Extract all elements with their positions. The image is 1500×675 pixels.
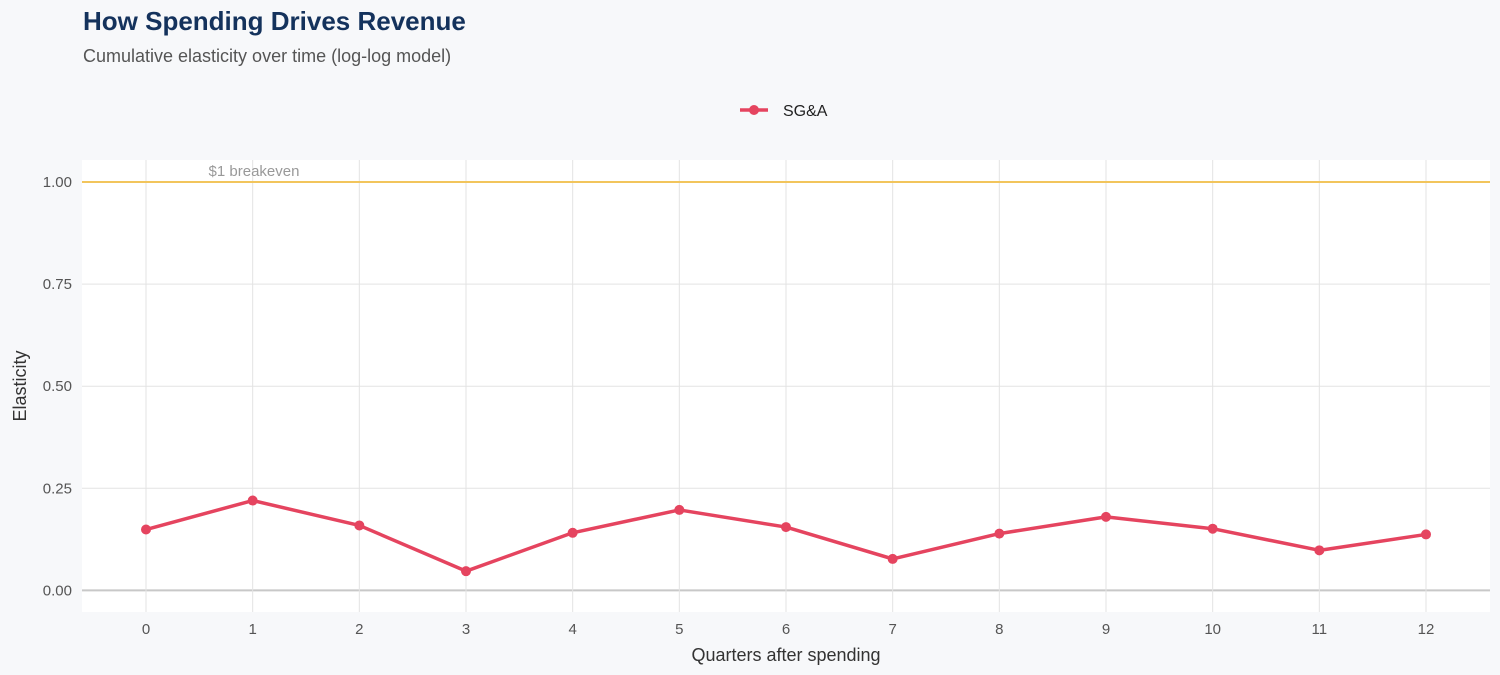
x-tick-label: 5 [675,621,683,638]
data-point [354,520,365,531]
x-tick-label: 10 [1204,621,1221,638]
x-tick-label: 6 [782,621,790,638]
y-tick-label: 0.25 [43,480,72,497]
data-point [461,566,471,577]
data-point [1421,529,1431,540]
x-tick-label: 0 [142,621,150,638]
data-point [141,524,151,535]
breakeven-label: $1 breakeven [209,163,300,180]
x-tick-label: 2 [355,621,363,638]
x-axis-label: Quarters after spending [691,645,880,665]
data-point [1207,523,1218,534]
chart-subtitle: Cumulative elasticity over time (log-log… [83,46,452,66]
x-tick-label: 11 [1312,621,1328,638]
x-tick-label: 1 [248,621,256,638]
x-tick-label: 9 [1102,621,1110,638]
data-point [887,553,898,564]
data-point [994,528,1005,539]
legend-label: SG&A [783,103,828,120]
data-point [1101,511,1111,522]
y-tick-label: 0.75 [43,276,72,293]
data-point [674,504,685,515]
legend: SG&A [740,103,828,120]
x-tick-label: 7 [888,621,896,638]
data-point [567,527,578,538]
chart-title: How Spending Drives Revenue [83,6,466,36]
x-tick-label: 3 [462,621,470,638]
x-tick-label: 8 [995,621,1003,638]
data-point [1314,545,1325,556]
y-tick-label: 0.50 [43,378,72,395]
data-point [247,495,258,506]
legend-marker-icon [749,105,759,115]
y-axis-label: Elasticity [10,350,30,421]
x-tick-label: 4 [568,621,576,638]
y-tick-label: 1.00 [43,174,72,191]
x-tick-label: 12 [1418,621,1435,638]
y-tick-label: 0.00 [43,582,72,599]
data-point [781,522,791,533]
